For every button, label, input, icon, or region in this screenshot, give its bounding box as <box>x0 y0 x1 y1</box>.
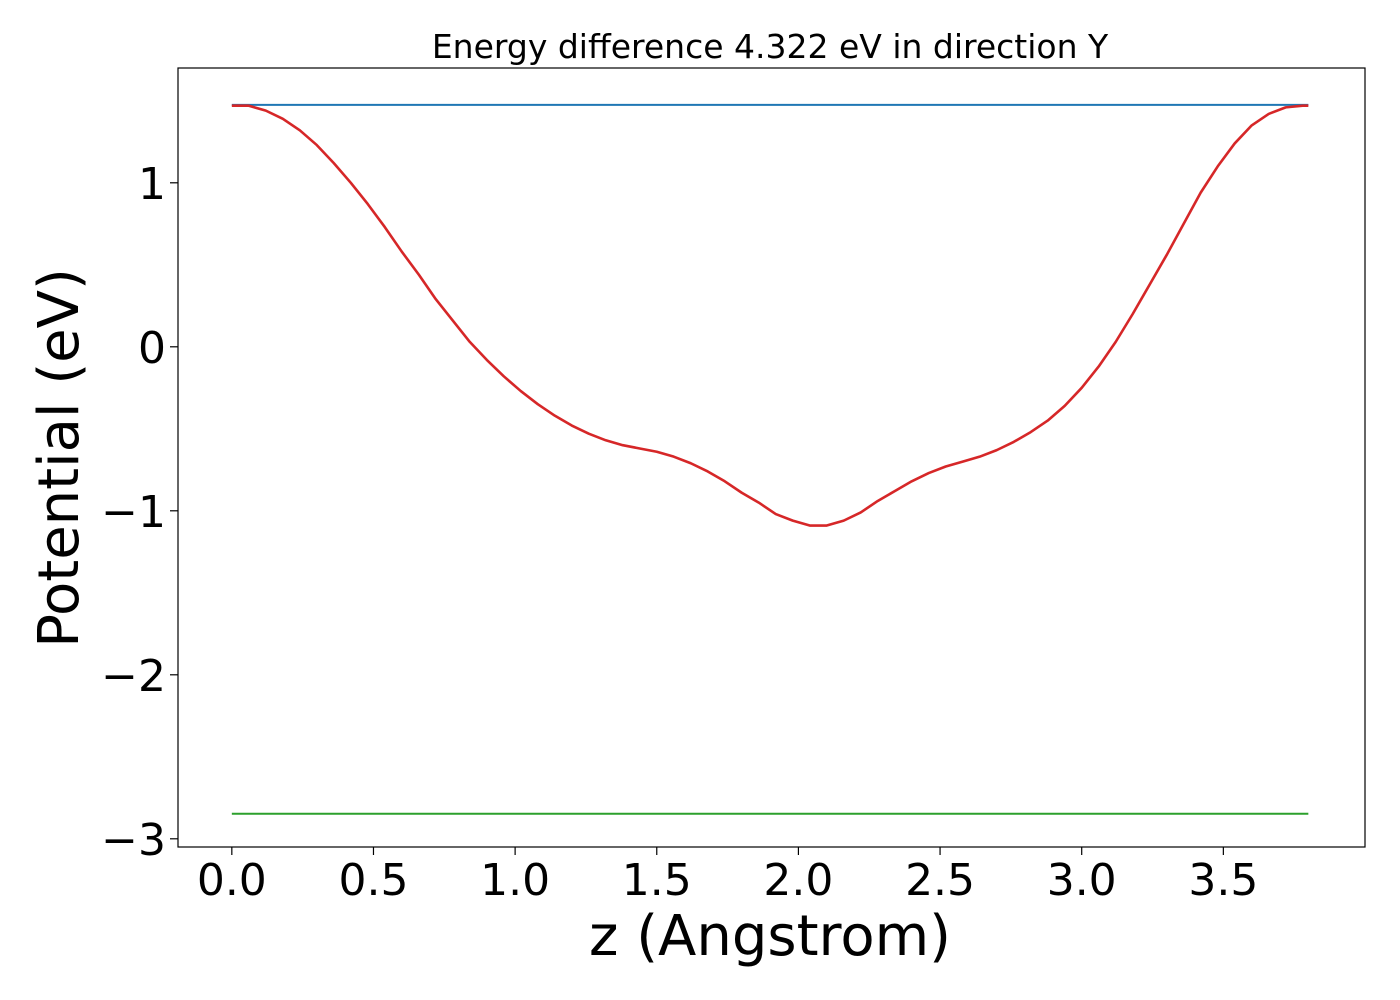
y-tick-label: −1 <box>101 487 166 538</box>
x-tick-label: 3.0 <box>1047 855 1117 906</box>
y-tick-label: −3 <box>101 815 166 866</box>
x-tick-label: 1.5 <box>622 855 692 906</box>
y-tick-label: 1 <box>138 159 166 210</box>
y-tick-label: −2 <box>101 651 166 702</box>
x-axis-label: z (Angstrom) <box>589 904 951 969</box>
x-tick-label: 0.5 <box>338 855 408 906</box>
x-axis: 0.0 0.5 1.0 1.5 2.0 2.5 3.0 3.5 <box>197 847 1258 906</box>
series-line-0 <box>231 104 1309 527</box>
x-tick-label: 3.5 <box>1188 855 1258 906</box>
y-axis-label: Potential (eV) <box>27 268 92 648</box>
plot-area <box>231 103 1309 815</box>
y-axis: 1 0 −1 −2 −3 <box>101 159 178 866</box>
chart-title: Energy difference 4.322 eV in direction … <box>432 27 1109 66</box>
x-tick-label: 2.5 <box>905 855 975 906</box>
x-tick-label: 2.0 <box>763 855 833 906</box>
plot-frame <box>177 67 1366 848</box>
x-tick-label: 1.0 <box>480 855 550 906</box>
y-tick-label: 0 <box>138 323 166 374</box>
x-tick-label: 0.0 <box>197 855 267 906</box>
